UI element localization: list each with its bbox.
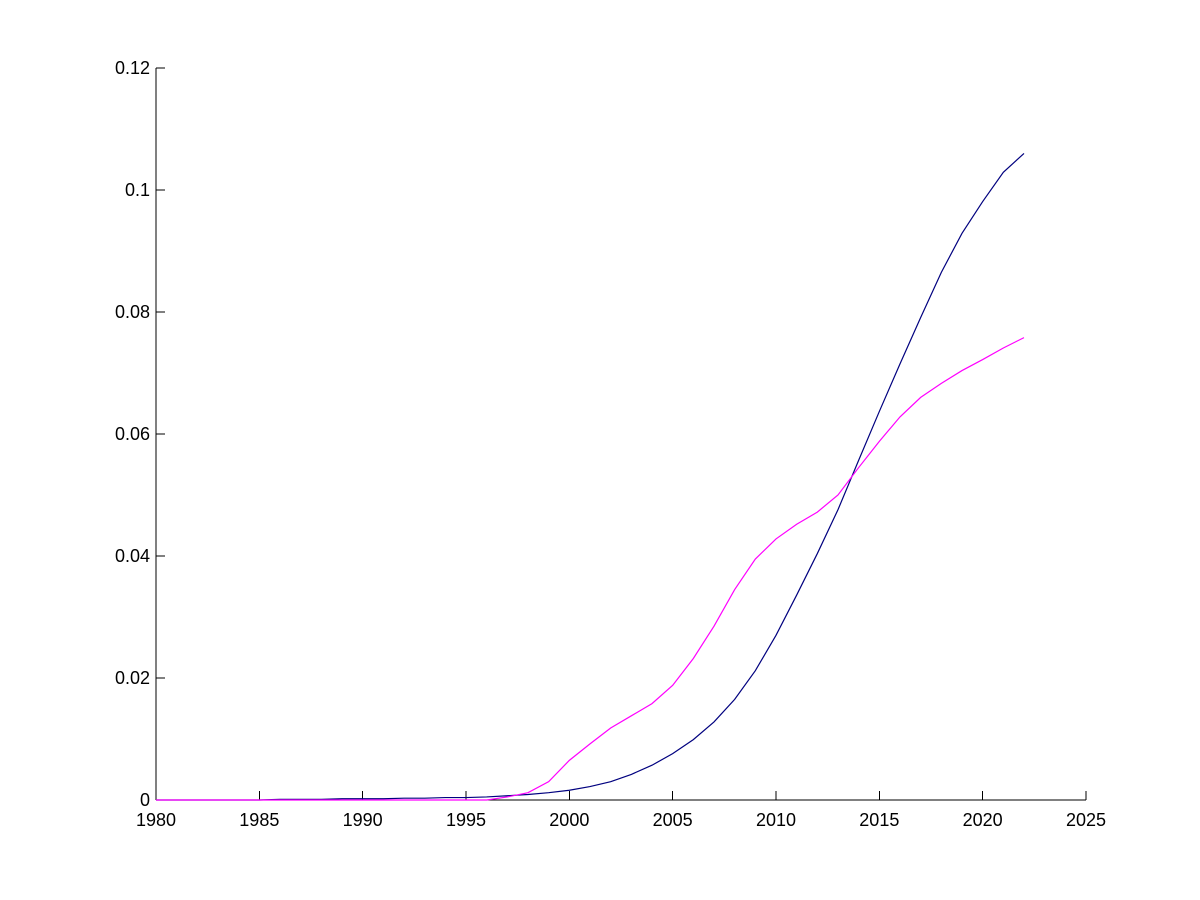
x-tick-label: 1990 — [343, 810, 383, 830]
x-tick-label: 2010 — [756, 810, 796, 830]
y-tick-label: 0.06 — [115, 424, 150, 444]
y-tick-label: 0.02 — [115, 668, 150, 688]
series-line-2 — [156, 337, 1025, 801]
x-tick-label: 2020 — [963, 810, 1003, 830]
y-tick-label: 0.08 — [115, 302, 150, 322]
y-tick-label: 0.04 — [115, 546, 150, 566]
x-tick-label: 2000 — [549, 810, 589, 830]
x-tick-label: 1995 — [446, 810, 486, 830]
y-tick-label: 0.12 — [115, 58, 150, 78]
x-tick-label: 1985 — [239, 810, 279, 830]
series-line-1 — [156, 152, 1025, 801]
series-group — [156, 152, 1025, 801]
x-tick-label: 1980 — [136, 810, 176, 830]
y-tick-label: 0 — [140, 790, 150, 810]
x-tick-label: 2015 — [859, 810, 899, 830]
tick-group: 1980 1985 1990 1995 2000 2005 2010 2015 2020 2025… — [115, 58, 1106, 830]
x-tick-label: 2025 — [1066, 810, 1106, 830]
axes — [155, 68, 1086, 801]
y-tick-label: 0.1 — [125, 180, 150, 200]
x-tick-label: 2005 — [653, 810, 693, 830]
